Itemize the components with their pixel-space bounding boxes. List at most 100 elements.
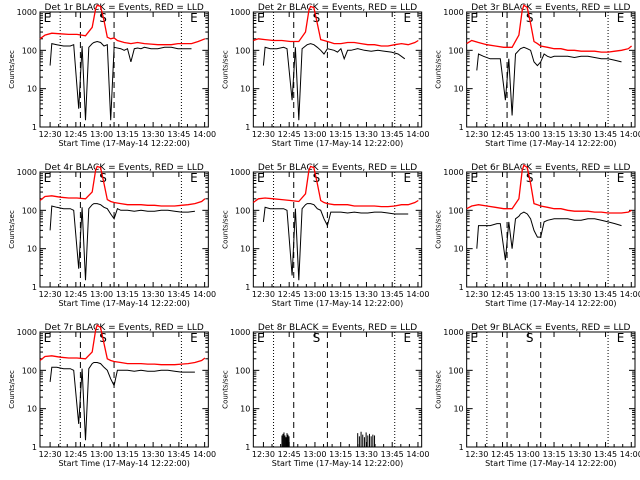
- x-tick-label: 13:30: [355, 450, 378, 459]
- y-tick-label: 100: [235, 46, 250, 55]
- event-marker-label: E: [257, 171, 265, 185]
- x-tick-label: 12:30: [39, 290, 62, 299]
- x-tick-label: 13:15: [116, 290, 139, 299]
- x-tick-label: 13:00: [90, 290, 113, 299]
- y-tick-label: 1000: [17, 328, 37, 337]
- events-series-line: [476, 46, 622, 116]
- lld-series-line: [466, 164, 632, 214]
- x-tick-label: 13:00: [517, 130, 540, 139]
- y-tick-label: 100: [448, 366, 463, 375]
- x-tick-label: 12:45: [64, 130, 87, 139]
- lld-series-line: [253, 5, 419, 47]
- panel-title: Det 2r BLACK = Events, RED = LLD: [258, 3, 417, 13]
- x-tick-label: 13:30: [142, 130, 165, 139]
- x-tick-label: 13:15: [543, 130, 566, 139]
- y-axis-label: Counts/sec: [435, 50, 443, 89]
- y-tick-label: 10: [240, 85, 250, 94]
- x-tick-label: 13:15: [543, 450, 566, 459]
- panel-title: Det 1r BLACK = Events, RED = LLD: [45, 3, 204, 13]
- y-tick-label: 1: [32, 443, 37, 452]
- x-tick-label: 13:30: [355, 130, 378, 139]
- event-marker-label: E: [617, 171, 625, 185]
- x-tick-label: 13:30: [568, 450, 591, 459]
- y-axis-label: Counts/sec: [221, 50, 229, 89]
- y-tick-label: 10: [27, 245, 37, 254]
- x-tick-label: 14:00: [620, 290, 640, 299]
- y-tick-label: 10: [27, 405, 37, 414]
- y-tick-label: 100: [448, 206, 463, 215]
- x-tick-label: 13:00: [90, 450, 113, 459]
- x-tick-label: 12:45: [64, 290, 87, 299]
- x-axis-label: Start Time (17-May-14 12:22:00): [58, 139, 189, 148]
- x-axis-label: Start Time (17-May-14 12:22:00): [272, 459, 403, 468]
- x-tick-label: 13:45: [594, 130, 617, 139]
- x-tick-label: 12:45: [491, 450, 514, 459]
- y-axis-label: Counts/sec: [221, 370, 229, 409]
- x-axis-label: Start Time (17-May-14 12:22:00): [485, 139, 616, 148]
- x-tick-label: 12:45: [64, 450, 87, 459]
- panel-title: Det 3r BLACK = Events, RED = LLD: [471, 3, 630, 13]
- panel-title: Det 5r BLACK = Events, RED = LLD: [258, 163, 417, 173]
- y-tick-label: 100: [22, 46, 37, 55]
- x-tick-label: 13:15: [329, 450, 352, 459]
- x-tick-label: 13:00: [517, 450, 540, 459]
- x-tick-label: 13:00: [517, 290, 540, 299]
- x-tick-label: 14:00: [620, 130, 640, 139]
- y-tick-label: 1000: [443, 8, 463, 17]
- x-tick-label: 13:15: [116, 130, 139, 139]
- events-series-line: [49, 203, 195, 281]
- y-tick-label: 1000: [443, 168, 463, 177]
- x-tick-label: 14:00: [193, 130, 216, 139]
- plot-frame: [252, 11, 423, 128]
- x-tick-label: 13:30: [355, 290, 378, 299]
- x-tick-label: 14:00: [406, 450, 429, 459]
- event-marker-label: E: [44, 331, 52, 345]
- panel-title: Det 7r BLACK = Events, RED = LLD: [45, 323, 204, 333]
- event-marker-label: E: [470, 171, 478, 185]
- y-tick-label: 1000: [230, 168, 250, 177]
- y-axis-label: Counts/sec: [435, 210, 443, 249]
- x-tick-label: 13:45: [167, 450, 190, 459]
- x-axis-label: Start Time (17-May-14 12:22:00): [58, 299, 189, 308]
- x-axis-label: Start Time (17-May-14 12:22:00): [272, 139, 403, 148]
- x-tick-label: 14:00: [193, 450, 216, 459]
- x-tick-label: 12:45: [278, 130, 301, 139]
- x-tick-label: 13:15: [116, 450, 139, 459]
- y-tick-label: 1: [32, 283, 37, 292]
- x-tick-label: 14:00: [193, 290, 216, 299]
- x-tick-label: 13:30: [568, 130, 591, 139]
- y-tick-label: 100: [235, 206, 250, 215]
- plot-frame: [466, 331, 636, 448]
- x-tick-label: 13:45: [594, 450, 617, 459]
- y-tick-label: 10: [240, 245, 250, 254]
- x-tick-label: 13:15: [543, 290, 566, 299]
- event-marker-label: E: [190, 11, 198, 25]
- event-marker-label: E: [470, 11, 478, 25]
- event-marker-label: E: [403, 11, 411, 25]
- x-tick-label: 14:00: [406, 130, 429, 139]
- event-marker-label: E: [44, 11, 52, 25]
- x-tick-label: 13:00: [90, 130, 113, 139]
- events-series-line: [49, 40, 192, 121]
- x-tick-label: 12:30: [39, 450, 62, 459]
- events-series-line: [262, 203, 409, 281]
- y-axis-label: Counts/sec: [8, 210, 16, 249]
- lld-series-line: [466, 4, 633, 53]
- y-tick-label: 1: [245, 283, 250, 292]
- lld-series-line: [39, 324, 206, 366]
- event-marker-label: S: [526, 331, 534, 345]
- x-tick-label: 12:30: [252, 450, 275, 459]
- y-tick-label: 100: [22, 366, 37, 375]
- x-tick-label: 13:15: [329, 130, 352, 139]
- plot-frame: [39, 11, 209, 128]
- x-axis-label: Start Time (17-May-14 12:22:00): [272, 299, 403, 308]
- y-tick-label: 1: [459, 123, 464, 132]
- plot-frame: [466, 11, 636, 128]
